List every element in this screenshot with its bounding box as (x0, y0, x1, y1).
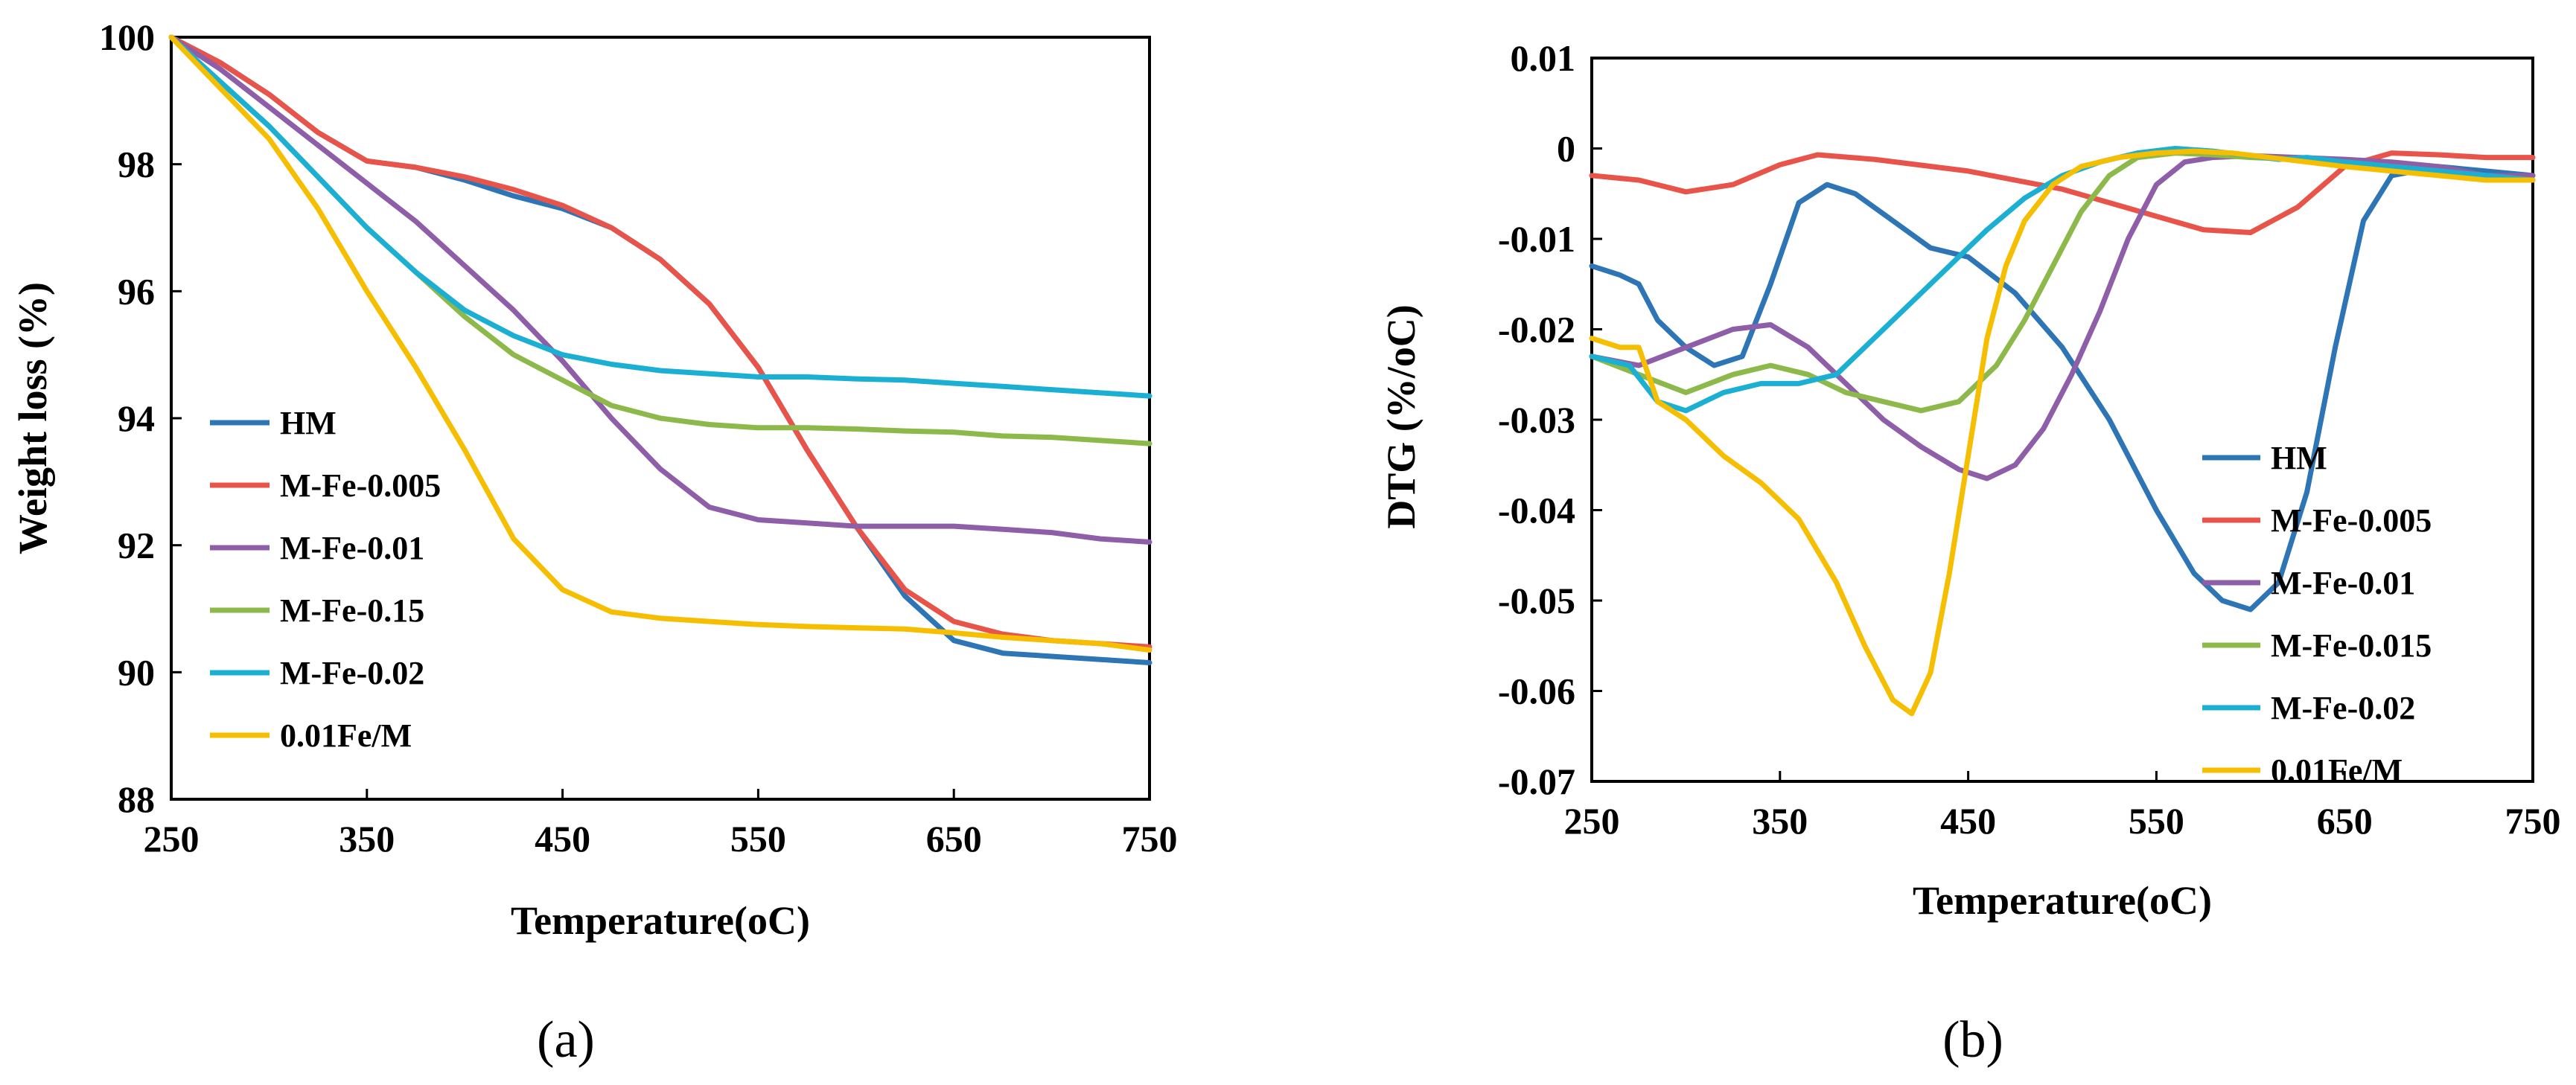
series-line-m-fe-0-005 (168, 34, 1152, 650)
tick-marks (170, 36, 1151, 801)
panel-a-weight-loss-chart: 88 90 92 94 96 98 100 250 350 450 550 650 750 HM M-F… (10, 16, 1178, 1069)
series-line-m-fe-0-01 (168, 34, 1152, 545)
legend-label-m-fe-0-02: M-Fe-0.02 (2271, 690, 2415, 726)
x-tick-label: 450 (535, 818, 590, 860)
legend-label-m-fe-0-15: M-Fe-0.15 (280, 592, 424, 629)
y-axis-title: DTG (%/oC) (1379, 304, 1424, 528)
y-tick-label: 90 (118, 651, 155, 693)
series-line-0-01fe-m (1589, 148, 2536, 717)
y-tick-label: 94 (118, 397, 155, 439)
tick-marks (1590, 57, 2534, 783)
x-tick-label: 450 (1940, 800, 1996, 842)
panel-label: (b) (1942, 1011, 2003, 1069)
legend-label-m-fe-0-015: M-Fe-0.015 (2271, 627, 2432, 664)
series-line-m-fe-0-005 (1589, 150, 2536, 235)
legend-label-m-fe-0-005: M-Fe-0.005 (280, 467, 441, 504)
y-tick-label: 100 (99, 16, 155, 58)
y-tick-label: -0.07 (1498, 761, 1575, 802)
legend-label-hm: HM (2271, 440, 2327, 476)
y-axis-title: Weight loss (%) (10, 282, 55, 554)
x-axis-title: Temperature(oC) (1913, 878, 2212, 923)
x-tick-label: 550 (730, 818, 786, 860)
y-tick-label: 96 (118, 270, 155, 312)
legend-label-hm: HM (280, 405, 337, 441)
y-tick-label: 88 (118, 778, 155, 820)
x-axis-title: Temperature(oC) (511, 898, 810, 943)
x-tick-labels: 250 350 450 550 650 750 (1564, 800, 2561, 842)
y-tick-label: -0.04 (1498, 490, 1575, 531)
panel-b-dtg-chart: 0.01 0 -0.01 -0.02 -0.03 -0.04 -0.05 -0.06 -0.07… (1379, 37, 2561, 1069)
legend-label-m-fe-0-01: M-Fe-0.01 (280, 530, 424, 566)
series-lines (1589, 146, 2536, 717)
legend-label-m-fe-0-02: M-Fe-0.02 (280, 655, 424, 691)
x-tick-label: 550 (2129, 800, 2184, 842)
x-tick-label: 250 (144, 818, 200, 860)
y-tick-labels: 0.01 0 -0.01 -0.02 -0.03 -0.04 -0.05 -0.06 -0.07 (1498, 37, 1575, 802)
x-tick-label: 350 (1752, 800, 1808, 842)
x-tick-label: 650 (926, 818, 982, 860)
legend-label-0-01fe-m: 0.01Fe/M (280, 717, 412, 754)
series-line-0-01fe-m (168, 34, 1152, 653)
y-tick-label: -0.05 (1498, 580, 1575, 621)
y-tick-labels: 88 90 92 94 96 98 100 (99, 16, 155, 820)
x-tick-label: 250 (1564, 800, 1620, 842)
x-tick-labels: 250 350 450 550 650 750 (144, 818, 1178, 860)
y-tick-label: -0.02 (1498, 309, 1575, 351)
x-tick-label: 750 (2505, 800, 2561, 842)
series-line-m-fe-0-02 (168, 34, 1152, 399)
legend-label-m-fe-0-01: M-Fe-0.01 (2271, 565, 2415, 601)
y-tick-label: -0.06 (1498, 670, 1575, 712)
series-lines (168, 34, 1152, 665)
x-tick-label: 350 (339, 818, 395, 860)
series-line-m-fe-0-01 (1589, 153, 2536, 481)
x-tick-label: 750 (1122, 818, 1178, 860)
y-tick-label: -0.03 (1498, 399, 1575, 441)
x-tick-label: 650 (2317, 800, 2373, 842)
y-tick-label: 92 (118, 525, 155, 566)
y-tick-label: 0 (1557, 128, 1575, 170)
legend: HM M-Fe-0.005 M-Fe-0.01 M-Fe-0.15 M-Fe-0.02 0… (210, 405, 441, 754)
panel-label: (a) (537, 1011, 595, 1069)
series-line-m-fe-0-02 (1589, 146, 2536, 414)
series-line-hm (1589, 164, 2536, 612)
legend-label-m-fe-0-005: M-Fe-0.005 (2271, 502, 2432, 539)
legend-label-0-01fe-m: 0.01Fe/M (2271, 752, 2403, 789)
y-tick-label: 0.01 (1511, 37, 1576, 79)
y-tick-label: 98 (118, 144, 155, 185)
y-tick-label: -0.01 (1498, 218, 1575, 260)
legend: HM M-Fe-0.005 M-Fe-0.01 M-Fe-0.015 M-Fe-0.02… (2202, 440, 2432, 789)
series-line-m-fe-0-15 (168, 34, 1152, 447)
